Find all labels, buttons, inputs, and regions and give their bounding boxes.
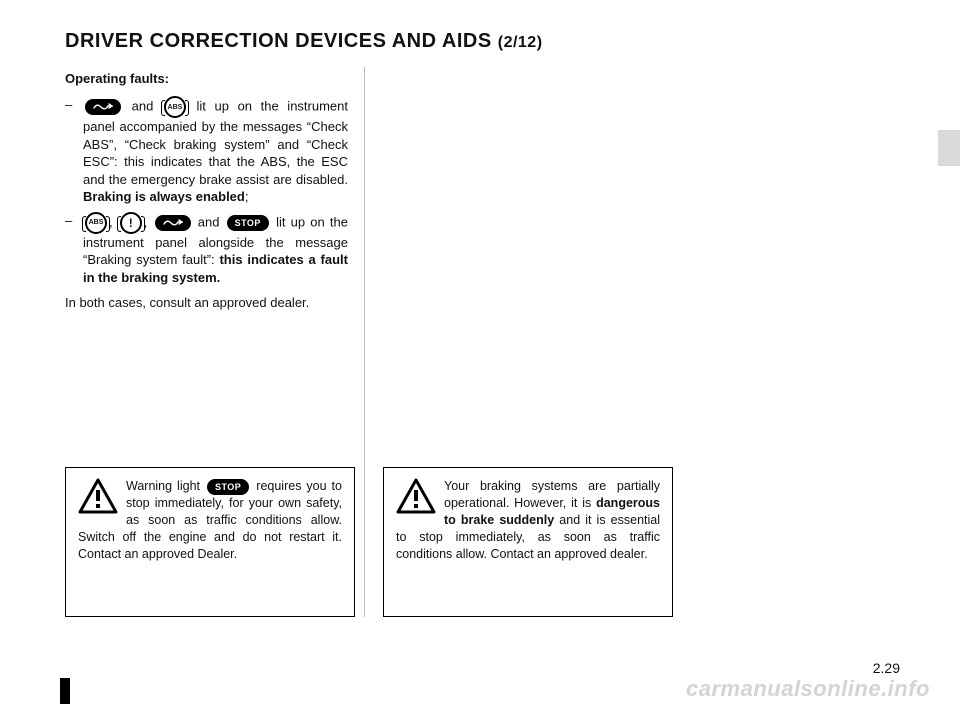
fault-list: and ABS lit up on the in­strument panel …	[65, 96, 348, 286]
warning-triangle-icon	[78, 478, 118, 514]
brake-warning-icon: !	[120, 212, 142, 234]
title-main: DRIVER CORRECTION DEVICES AND AIDS	[65, 30, 492, 52]
text: ;	[245, 189, 249, 204]
warn-text: Warning light	[126, 479, 205, 493]
column-left: Operating faults: and ABS lit up on the …	[65, 67, 365, 617]
closing-text: In both cases, consult an approved deale…	[65, 294, 348, 312]
watermark: carmanualsonline.info	[686, 676, 930, 702]
warning-box-right: Your braking systems are partially opera…	[383, 467, 673, 617]
warning-triangle-icon	[396, 478, 436, 514]
column-right: Your braking systems are partially opera…	[383, 67, 683, 617]
squiggle-icon	[85, 99, 121, 115]
warning-box-left: Warning light STOP re­quires you to stop…	[65, 467, 355, 617]
text: and	[193, 214, 225, 229]
page-title: DRIVER CORRECTION DEVICES AND AIDS (2/12…	[65, 30, 905, 53]
abs-circle-icon: ABS	[164, 96, 186, 118]
stop-pill-icon: STOP	[207, 479, 249, 495]
squiggle-icon	[155, 215, 191, 231]
stop-pill-icon: STOP	[227, 215, 269, 231]
subheading: Operating faults:	[65, 71, 348, 86]
side-tab	[938, 130, 960, 166]
text: ,	[144, 214, 153, 229]
text: and	[123, 98, 162, 113]
list-item: and ABS lit up on the in­strument panel …	[65, 96, 348, 206]
crop-mark	[60, 678, 70, 704]
page: DRIVER CORRECTION DEVICES AND AIDS (2/12…	[0, 0, 960, 710]
list-item: ABS, !, and STOP lit up on the instrumen…	[65, 212, 348, 287]
abs-circle-icon: ABS	[85, 212, 107, 234]
text-bold: Braking is always ena­bled	[83, 189, 245, 204]
content-columns: Operating faults: and ABS lit up on the …	[65, 67, 905, 617]
page-number: 2.29	[873, 660, 900, 676]
title-sub: (2/12)	[498, 34, 543, 51]
